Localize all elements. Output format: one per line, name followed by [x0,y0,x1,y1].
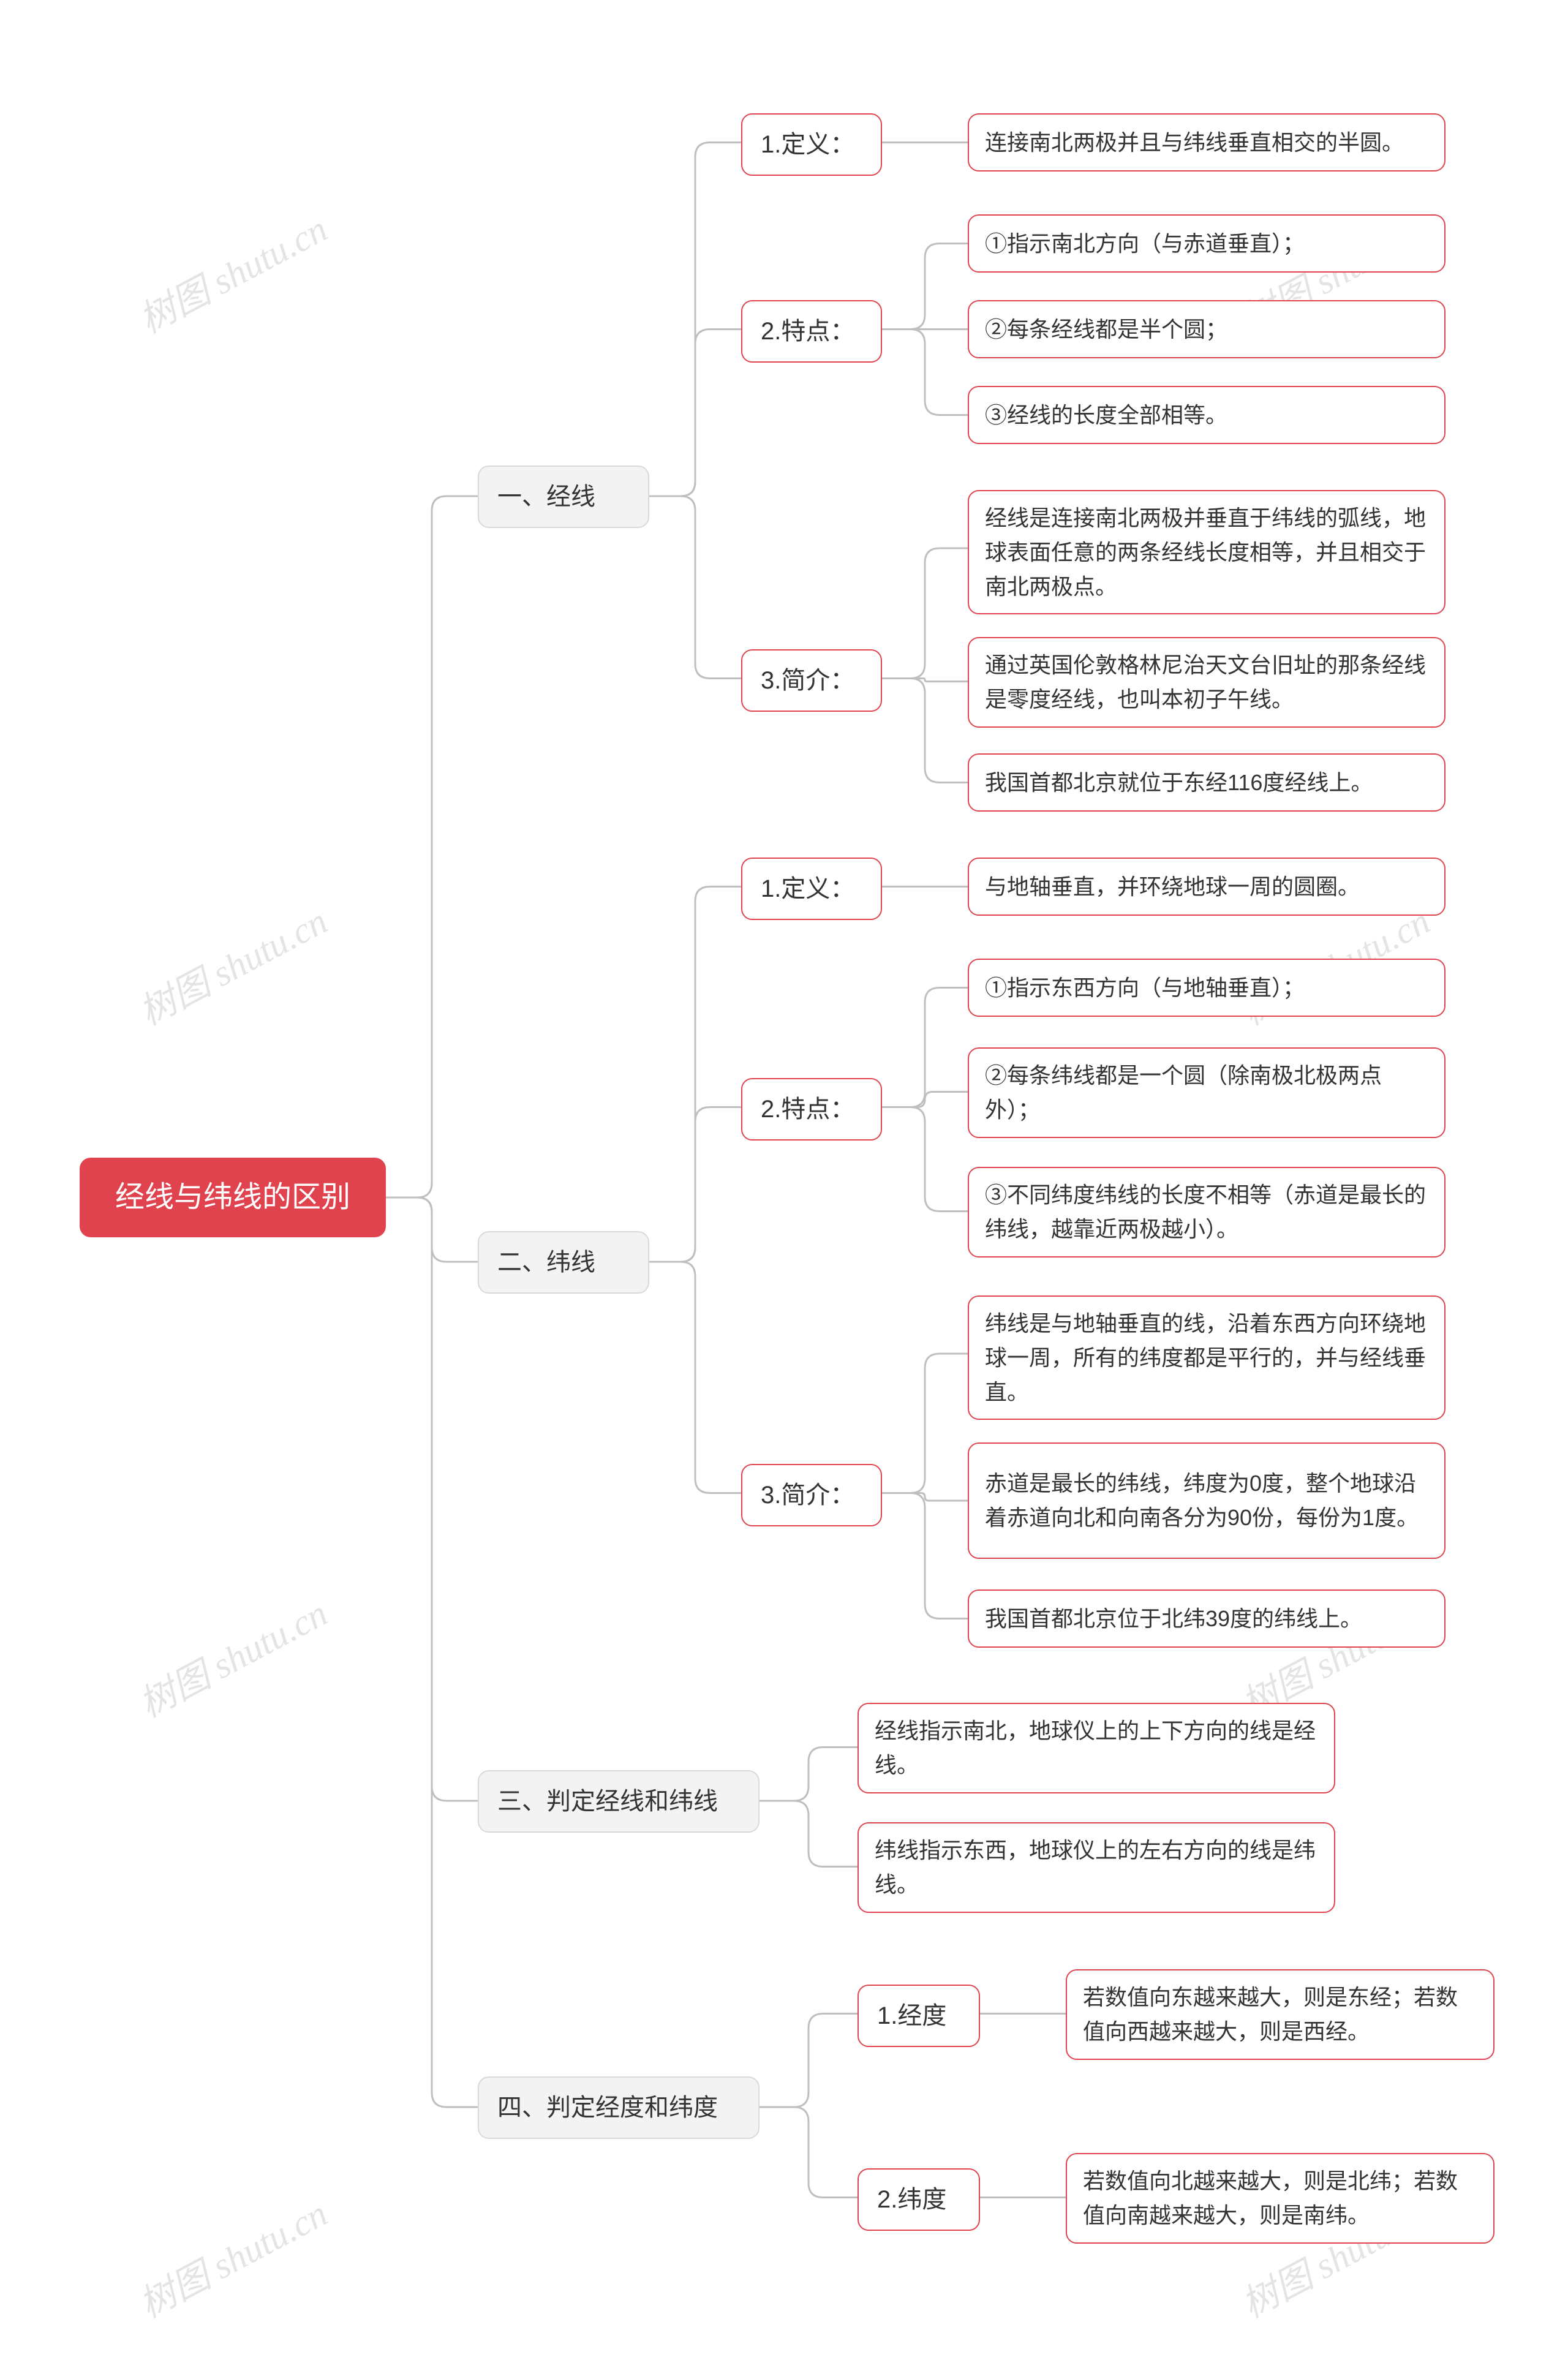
s4c1: 1.经度 [858,1985,980,2047]
s1c3l2-label: 通过英国伦敦格林尼治天文台旧址的那条经线是零度经线，也叫本初子午线。 [985,648,1428,717]
s3: 三、判定经线和纬线 [478,1770,760,1833]
s2c3-label: 3.简介： [761,1476,854,1514]
s2c2l3-label: ③不同纬度纬线的长度不相等（赤道是最长的纬线，越靠近两极越小）。 [985,1178,1428,1246]
s1-label: 一、经线 [497,478,595,516]
s4c1l1: 若数值向东越来越大，则是东经；若数值向西越来越大，则是西经。 [1066,1969,1494,2060]
s1c2: 2.特点： [741,300,882,363]
s2c3l1-label: 纬线是与地轴垂直的线，沿着东西方向环绕地球一周，所有的纬度都是平行的，并与经线垂… [985,1307,1428,1409]
s1c3: 3.简介： [741,649,882,712]
s1c2l3-label: ③经线的长度全部相等。 [985,398,1227,432]
s4c1-label: 1.经度 [877,1997,946,2035]
s4c1l1-label: 若数值向东越来越大，则是东经；若数值向西越来越大，则是西经。 [1083,1980,1477,2049]
watermark: 树图 shutu.cn [128,892,335,1036]
watermark: 树图 shutu.cn [128,1584,335,1728]
s1: 一、经线 [478,466,649,528]
s2c3l3-label: 我国首都北京位于北纬39度的纬线上。 [985,1602,1362,1636]
s2c3: 3.简介： [741,1464,882,1526]
s1c1: 1.定义： [741,113,882,176]
s4c2l1-label: 若数值向北越来越大，则是北纬；若数值向南越来越大，则是南纬。 [1083,2164,1477,2233]
watermark: 树图 shutu.cn [128,200,335,344]
s4c2-label: 2.纬度 [877,2181,946,2219]
s2c3l2: 赤道是最长的纬线，纬度为0度，整个地球沿着赤道向北和向南各分为90份，每份为1度… [968,1442,1446,1559]
s1c3l1-label: 经线是连接南北两极并垂直于纬线的弧线，地球表面任意的两条经线长度相等，并且相交于… [985,501,1428,603]
s3l2: 纬线指示东西，地球仪上的左右方向的线是纬线。 [858,1822,1335,1913]
s1c1-label: 1.定义： [761,126,854,164]
s2c3l3: 我国首都北京位于北纬39度的纬线上。 [968,1589,1446,1648]
s1c2l2: ②每条经线都是半个圆； [968,300,1446,358]
s2-label: 二、纬线 [497,1243,595,1281]
s2c1-label: 1.定义： [761,870,854,908]
s2c2l1: ①指示东西方向（与地轴垂直）； [968,959,1446,1017]
s1c3l1: 经线是连接南北两极并垂直于纬线的弧线，地球表面任意的两条经线长度相等，并且相交于… [968,490,1446,614]
mindmap-canvas: 树图 shutu.cn 树图 shutu.cn 树图 shutu.cn 树图 shut… [0,0,1568,2368]
s4c2l1: 若数值向北越来越大，则是北纬；若数值向南越来越大，则是南纬。 [1066,2153,1494,2244]
s2c1l1: 与地轴垂直，并环绕地球一周的圆圈。 [968,858,1446,916]
s4c2: 2.纬度 [858,2168,980,2231]
s1c1l1-label: 连接南北两极并且与纬线垂直相交的半圆。 [985,126,1404,160]
s2c2l2: ②每条纬线都是一个圆（除南极北极两点外）； [968,1047,1446,1138]
s2c1l1-label: 与地轴垂直，并环绕地球一周的圆圈。 [985,870,1360,904]
s1c2l2-label: ②每条经线都是半个圆； [985,312,1227,347]
s2c2: 2.特点： [741,1078,882,1141]
s2: 二、纬线 [478,1231,649,1294]
s2c2l1-label: ①指示东西方向（与地轴垂直）； [985,971,1305,1005]
s1c3-label: 3.简介： [761,662,854,699]
s2c2l3: ③不同纬度纬线的长度不相等（赤道是最长的纬线，越靠近两极越小）。 [968,1167,1446,1258]
s3-label: 三、判定经线和纬线 [497,1782,718,1820]
s2c3l1: 纬线是与地轴垂直的线，沿着东西方向环绕地球一周，所有的纬度都是平行的，并与经线垂… [968,1295,1446,1420]
s1c2-label: 2.特点： [761,312,854,350]
s1c1l1: 连接南北两极并且与纬线垂直相交的半圆。 [968,113,1446,172]
s1c3l3: 我国首都北京就位于东经116度经线上。 [968,753,1446,812]
root-node-label: 经线与纬线的区别 [115,1175,350,1220]
s2c3l2-label: 赤道是最长的纬线，纬度为0度，整个地球沿着赤道向北和向南各分为90份，每份为1度… [985,1466,1428,1535]
root-node: 经线与纬线的区别 [80,1158,386,1237]
s2c2l2-label: ②每条纬线都是一个圆（除南极北极两点外）； [985,1058,1428,1127]
s1c2l1: ①指示南北方向（与赤道垂直）； [968,214,1446,273]
s2c2-label: 2.特点： [761,1090,854,1128]
s3l1-label: 经线指示南北，地球仪上的上下方向的线是经线。 [875,1714,1318,1782]
s3l1: 经线指示南北，地球仪上的上下方向的线是经线。 [858,1703,1335,1793]
s1c2l3: ③经线的长度全部相等。 [968,386,1446,444]
s1c3l2: 通过英国伦敦格林尼治天文台旧址的那条经线是零度经线，也叫本初子午线。 [968,637,1446,728]
s3l2-label: 纬线指示东西，地球仪上的左右方向的线是纬线。 [875,1833,1318,1902]
s2c1: 1.定义： [741,858,882,920]
s1c2l1-label: ①指示南北方向（与赤道垂直）； [985,227,1305,261]
s4-label: 四、判定经度和纬度 [497,2089,718,2127]
s1c3l3-label: 我国首都北京就位于东经116度经线上。 [985,766,1373,800]
watermark: 树图 shutu.cn [128,2184,335,2328]
s4: 四、判定经度和纬度 [478,2076,760,2139]
